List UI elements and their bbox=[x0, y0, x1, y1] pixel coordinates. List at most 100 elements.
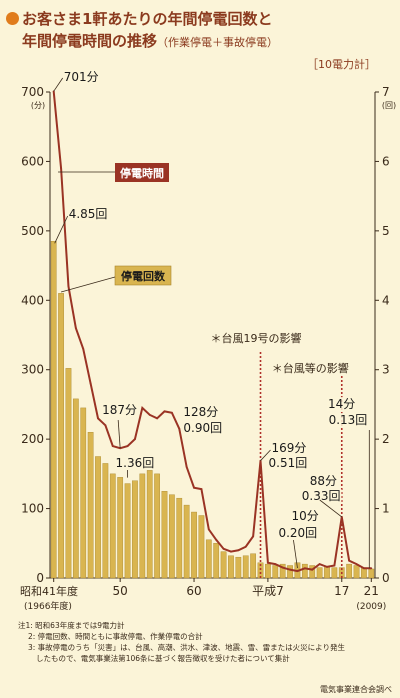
legend-count-leader bbox=[60, 276, 116, 293]
bar bbox=[213, 543, 220, 579]
note-4: したもので、電気事業法第106条に基づく報告徴収を受けた者について集計 bbox=[36, 654, 290, 663]
bar bbox=[109, 473, 116, 579]
event-label: ＊台風19号の影響 bbox=[211, 331, 302, 345]
time-point bbox=[104, 424, 107, 427]
bar bbox=[161, 491, 168, 579]
annotation-label: 10分 bbox=[291, 509, 318, 523]
leader-line bbox=[260, 449, 271, 461]
right-tick-label: 7 bbox=[382, 85, 390, 99]
bar bbox=[301, 563, 308, 579]
time-point bbox=[156, 417, 159, 420]
time-point bbox=[82, 347, 85, 350]
x-tick-label: 17 bbox=[334, 584, 349, 598]
time-point bbox=[355, 563, 358, 566]
annotation-label: 187分 bbox=[102, 403, 137, 417]
bar bbox=[154, 473, 160, 579]
left-tick-label: 300 bbox=[21, 363, 44, 377]
time-point bbox=[215, 538, 218, 541]
time-point bbox=[370, 567, 373, 570]
time-point bbox=[178, 427, 181, 430]
annotation-bg bbox=[267, 456, 309, 470]
chart-title: お客さま1軒あたりの年間停電回数と 年間停電時間の推移（作業停電＋事故停電） ［… bbox=[6, 8, 394, 71]
annotation-label: 128分 bbox=[183, 405, 218, 419]
bar bbox=[324, 565, 330, 579]
annotation-bg bbox=[182, 421, 224, 435]
time-point bbox=[303, 567, 306, 570]
left-tick-label: 500 bbox=[21, 224, 44, 238]
chart: 0 100 200 300 400 500 600 700 (分) 0 1 2 3 4 5 6 7 (回) ＊台風1… bbox=[20, 70, 396, 612]
bar bbox=[146, 470, 153, 579]
time-point bbox=[318, 563, 321, 566]
annotation-bg bbox=[101, 403, 139, 417]
bar bbox=[191, 511, 197, 579]
annotation-bg bbox=[290, 509, 320, 523]
bar bbox=[65, 368, 72, 579]
time-point bbox=[111, 445, 114, 447]
bar bbox=[139, 473, 146, 579]
bar bbox=[265, 563, 271, 579]
time-point bbox=[163, 410, 166, 413]
time-point bbox=[185, 466, 188, 468]
leader-line bbox=[53, 77, 64, 92]
time-point bbox=[222, 547, 225, 550]
annotation-label: 4.85回 bbox=[69, 207, 108, 221]
bar bbox=[272, 565, 279, 579]
time-point bbox=[281, 566, 284, 569]
legend-count-label: 停電回数 bbox=[121, 269, 166, 283]
title-subtitle: （作業停電＋事故停電） bbox=[157, 36, 279, 49]
time-point bbox=[348, 559, 351, 562]
annotation-label: 0.33回 bbox=[302, 489, 341, 503]
right-tick-label: 0 bbox=[382, 571, 390, 585]
bar bbox=[235, 556, 242, 579]
annotation-bg bbox=[67, 207, 109, 221]
time-point bbox=[193, 486, 195, 489]
bar bbox=[117, 477, 124, 579]
right-tick-label: 6 bbox=[382, 154, 390, 168]
time-point bbox=[200, 488, 203, 491]
annotation-label: 0.20回 bbox=[278, 526, 317, 540]
bar bbox=[353, 565, 360, 579]
time-point bbox=[134, 438, 136, 441]
time-point bbox=[237, 549, 240, 552]
bar bbox=[72, 398, 79, 579]
time-point bbox=[141, 407, 144, 409]
left-tick-label: 100 bbox=[21, 502, 44, 516]
bar bbox=[205, 539, 212, 579]
bar bbox=[132, 480, 138, 579]
leader-line bbox=[319, 499, 343, 518]
annotation-label: 1.36回 bbox=[116, 456, 155, 470]
time-point bbox=[333, 564, 336, 567]
time-point bbox=[274, 563, 277, 566]
time-point bbox=[170, 411, 173, 414]
bar bbox=[309, 565, 316, 579]
annotation-bg bbox=[277, 526, 319, 540]
time-point bbox=[266, 561, 269, 564]
time-point bbox=[74, 327, 77, 329]
leader-line bbox=[54, 215, 69, 244]
x-tick-label: 昭和41年度 bbox=[20, 584, 78, 598]
annotation-label: 14分 bbox=[328, 397, 355, 411]
annotation-label: 0.13回 bbox=[329, 413, 368, 427]
right-tick-label: 1 bbox=[382, 502, 390, 516]
bar bbox=[58, 293, 64, 579]
note-3: 3: 事故停電のうち「災害」は、台風、高潮、洪水、津波、地震、雪、雷または火災に… bbox=[28, 643, 346, 652]
leader-line bbox=[293, 539, 298, 569]
left-tick-label: 600 bbox=[21, 154, 44, 168]
x-tick-label: 50 bbox=[113, 584, 128, 598]
time-point bbox=[230, 550, 232, 553]
time-point bbox=[289, 568, 291, 571]
note-2: 2: 停電回数、時間ともに事故停電、作業停電の合計 bbox=[28, 632, 203, 641]
time-point bbox=[67, 285, 70, 288]
left-axis-unit: (分) bbox=[31, 101, 45, 110]
event-label: ＊台風等の影響 bbox=[272, 361, 349, 375]
time-point bbox=[148, 413, 151, 416]
bar bbox=[346, 563, 353, 579]
time-point bbox=[296, 570, 299, 572]
bar bbox=[316, 567, 323, 579]
bar bbox=[183, 504, 190, 579]
annotation-label: 88分 bbox=[310, 474, 337, 488]
time-line bbox=[52, 91, 372, 573]
bar bbox=[242, 555, 249, 579]
bar bbox=[87, 432, 94, 579]
bar bbox=[124, 483, 131, 579]
